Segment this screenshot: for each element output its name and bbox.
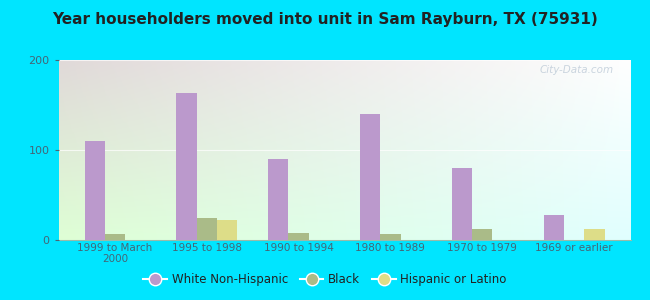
Bar — [380, 234, 400, 240]
Text: Year householders moved into unit in Sam Rayburn, TX (75931): Year householders moved into unit in Sam… — [52, 12, 598, 27]
Bar — [472, 229, 493, 240]
Bar — [452, 168, 472, 240]
Bar — [217, 220, 237, 240]
Bar — [196, 218, 217, 240]
Bar — [176, 93, 196, 240]
Bar — [105, 234, 125, 240]
Bar — [544, 215, 564, 240]
Bar — [268, 159, 289, 240]
Bar — [84, 141, 105, 240]
Legend: White Non-Hispanic, Black, Hispanic or Latino: White Non-Hispanic, Black, Hispanic or L… — [138, 269, 512, 291]
Bar — [584, 229, 604, 240]
Bar — [360, 114, 380, 240]
Text: City-Data.com: City-Data.com — [540, 65, 614, 75]
Bar — [289, 233, 309, 240]
